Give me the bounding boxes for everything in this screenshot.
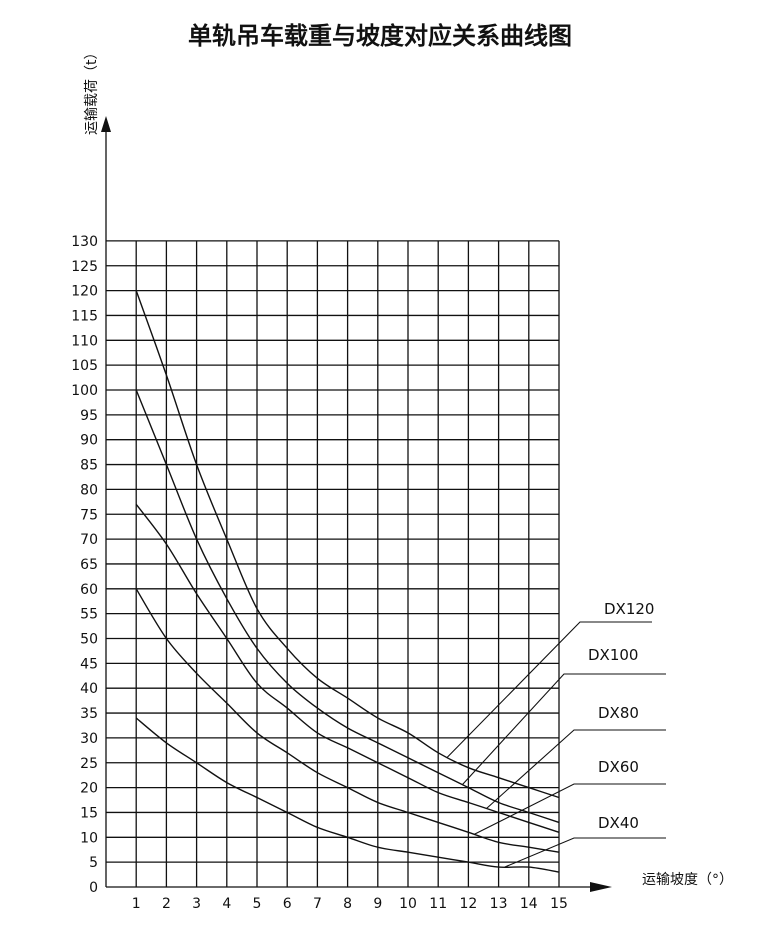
x-axis-arrow <box>590 882 612 892</box>
y-tick-100: 100 <box>71 383 98 399</box>
y-tick-labels: 0 5 10 15 20 25 30 35 40 45 50 55 60 65 70 75 80 85 90 95 10… <box>71 234 98 896</box>
y-tick-70: 70 <box>80 532 98 548</box>
curve-dx60 <box>135 588 560 853</box>
y-tick-55: 55 <box>80 607 98 623</box>
x-tick-7: 7 <box>313 896 322 912</box>
axes <box>101 116 612 892</box>
y-axis-label: 运输载荷（t） <box>84 46 100 136</box>
x-tick-15: 15 <box>550 896 568 912</box>
y-tick-105: 105 <box>71 358 98 374</box>
y-tick-20: 20 <box>80 781 98 797</box>
y-tick-85: 85 <box>80 458 98 474</box>
curve-dx100 <box>135 389 560 824</box>
y-tick-65: 65 <box>80 557 98 573</box>
y-tick-45: 45 <box>80 656 98 672</box>
x-tick-13: 13 <box>490 896 508 912</box>
x-tick-3: 3 <box>192 896 201 912</box>
y-tick-75: 75 <box>80 507 98 523</box>
y-tick-0: 0 <box>89 880 98 896</box>
y-tick-15: 15 <box>80 805 98 821</box>
y-tick-50: 50 <box>80 632 98 648</box>
x-axis-label: 运输坡度（°） <box>642 872 733 888</box>
x-tick-2: 2 <box>162 896 171 912</box>
series-label-dx40: DX40 <box>598 814 639 832</box>
x-tick-8: 8 <box>343 896 352 912</box>
x-tick-11: 11 <box>429 896 447 912</box>
leader-line-dx60 <box>474 783 666 835</box>
series-label-dx60: DX60 <box>598 758 639 776</box>
y-tick-110: 110 <box>71 333 98 349</box>
leader-line-dx120 <box>446 621 652 758</box>
y-tick-90: 90 <box>80 433 98 449</box>
x-tick-labels: 1 2 3 4 5 6 7 8 9 10 11 12 13 14 15 <box>132 896 568 912</box>
y-tick-80: 80 <box>80 482 98 498</box>
series-label-dx80: DX80 <box>598 704 639 722</box>
x-tick-4: 4 <box>222 896 231 912</box>
x-tick-9: 9 <box>373 896 382 912</box>
y-tick-40: 40 <box>80 681 98 697</box>
y-tick-30: 30 <box>80 731 98 747</box>
y-tick-115: 115 <box>71 308 98 324</box>
y-tick-10: 10 <box>80 830 98 846</box>
series-labels: DX120 DX100 DX80 DX60 DX40 <box>446 600 666 868</box>
y-tick-60: 60 <box>80 582 98 598</box>
x-tick-5: 5 <box>253 896 262 912</box>
y-tick-25: 25 <box>80 756 98 772</box>
curve-dx120 <box>135 290 560 799</box>
chart-title: 单轨吊车载重与坡度对应关系曲线图 <box>188 21 572 50</box>
x-tick-6: 6 <box>283 896 292 912</box>
y-tick-95: 95 <box>80 408 98 424</box>
series-curves <box>135 290 560 873</box>
x-tick-10: 10 <box>399 896 417 912</box>
y-tick-130: 130 <box>71 234 98 250</box>
y-tick-125: 125 <box>71 259 98 275</box>
y-tick-35: 35 <box>80 706 98 722</box>
grid <box>106 240 560 887</box>
x-tick-1: 1 <box>132 896 141 912</box>
curve-dx80 <box>135 503 560 833</box>
y-tick-5: 5 <box>89 855 98 871</box>
leader-line-dx40 <box>504 837 666 868</box>
x-tick-14: 14 <box>520 896 538 912</box>
leader-line-dx100 <box>461 673 666 785</box>
leader-line-dx80 <box>486 729 666 809</box>
y-tick-120: 120 <box>71 284 98 300</box>
x-tick-12: 12 <box>459 896 477 912</box>
series-label-dx120: DX120 <box>604 600 654 618</box>
series-label-dx100: DX100 <box>588 646 638 664</box>
curve-dx40 <box>135 717 560 873</box>
y-axis-arrow <box>101 116 111 132</box>
